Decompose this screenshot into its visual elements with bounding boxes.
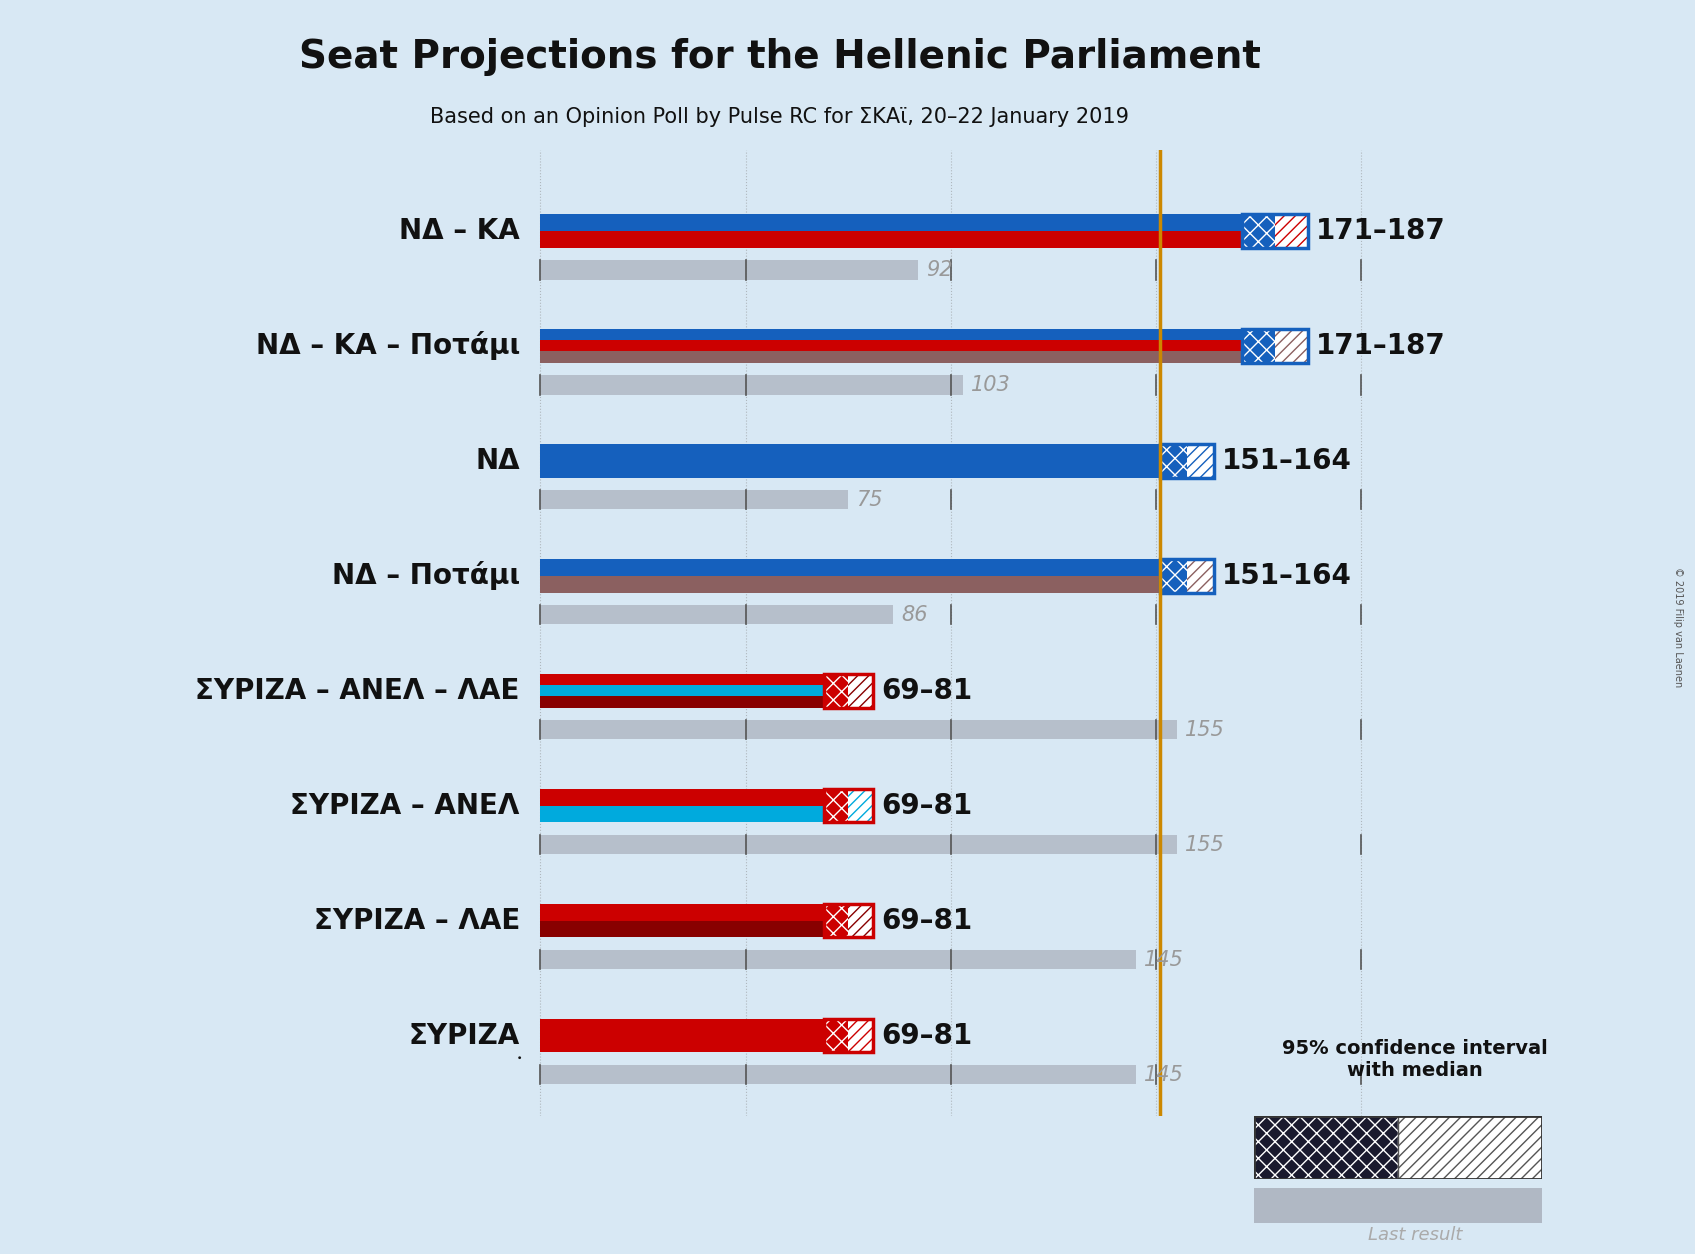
- Bar: [541, 351, 1275, 362]
- Text: 155: 155: [1185, 835, 1224, 855]
- Text: 103: 103: [971, 375, 1010, 395]
- Text: Last result: Last result: [1368, 1226, 1463, 1244]
- Bar: [541, 685, 848, 696]
- Bar: [541, 904, 848, 920]
- Bar: [848, 904, 873, 938]
- Bar: [1242, 214, 1309, 248]
- Text: ΣΥΡΙΖΑ: ΣΥΡΙΖΑ: [408, 1022, 520, 1050]
- Text: ΣΥΡΙΖΑ – ΑΝΕΛ – ΛΑΕ: ΣΥΡΙΖΑ – ΑΝΕΛ – ΛΑΕ: [195, 677, 520, 705]
- Bar: [824, 904, 848, 938]
- Bar: [541, 696, 848, 707]
- Bar: [1159, 444, 1214, 478]
- Text: Seat Projections for the Hellenic Parliament: Seat Projections for the Hellenic Parlia…: [298, 38, 1261, 75]
- Bar: [541, 329, 1275, 340]
- Bar: [1242, 329, 1275, 362]
- Bar: [1186, 559, 1214, 593]
- Bar: [1159, 559, 1214, 593]
- Bar: [541, 444, 1185, 478]
- Bar: [541, 1065, 1136, 1085]
- Bar: [541, 1018, 848, 1052]
- Bar: [541, 789, 848, 806]
- Bar: [541, 806, 848, 823]
- Text: ΝΔ – Ποτάμι: ΝΔ – Ποτάμι: [332, 562, 520, 591]
- Bar: [1186, 444, 1214, 478]
- Bar: [541, 490, 848, 509]
- Bar: [541, 559, 1185, 576]
- Bar: [824, 789, 848, 823]
- Text: ΝΔ – ΚΑ – Ποτάμι: ΝΔ – ΚΑ – Ποτάμι: [256, 331, 520, 360]
- Bar: [848, 673, 873, 707]
- Bar: [824, 1018, 848, 1052]
- Bar: [848, 789, 873, 823]
- Bar: [541, 835, 1176, 854]
- Text: ΝΔ: ΝΔ: [475, 446, 520, 475]
- Bar: [824, 1018, 873, 1052]
- Text: 92: 92: [925, 260, 953, 280]
- Bar: [541, 673, 848, 685]
- Bar: [1254, 1116, 1398, 1179]
- Bar: [541, 214, 1275, 231]
- Text: 69–81: 69–81: [881, 677, 973, 705]
- Bar: [541, 720, 1176, 740]
- Text: ΣΥΡΙΖΑ – ΑΝΕΛ: ΣΥΡΙΖΑ – ΑΝΕΛ: [290, 791, 520, 820]
- Text: © 2019 Filip van Laenen: © 2019 Filip van Laenen: [1673, 567, 1683, 687]
- Text: 86: 86: [902, 604, 929, 624]
- Bar: [541, 576, 1185, 593]
- Bar: [541, 604, 893, 624]
- Text: 145: 145: [1144, 1065, 1183, 1085]
- Bar: [541, 260, 919, 280]
- Bar: [824, 673, 873, 707]
- Bar: [541, 340, 1275, 351]
- Bar: [824, 789, 873, 823]
- Text: 155: 155: [1185, 720, 1224, 740]
- Text: 95% confidence interval
with median: 95% confidence interval with median: [1283, 1040, 1548, 1080]
- Text: Based on an Opinion Poll by Pulse RC for ΣΚΑϊ, 20–22 January 2019: Based on an Opinion Poll by Pulse RC for…: [431, 107, 1129, 127]
- Bar: [1242, 214, 1275, 248]
- Text: 69–81: 69–81: [881, 907, 973, 934]
- Text: 151–164: 151–164: [1222, 562, 1351, 589]
- Text: 145: 145: [1144, 949, 1183, 969]
- Bar: [1159, 559, 1186, 593]
- Text: 171–187: 171–187: [1315, 332, 1446, 360]
- Text: 151–164: 151–164: [1222, 446, 1351, 475]
- Bar: [1242, 329, 1309, 362]
- Text: 69–81: 69–81: [881, 791, 973, 820]
- Bar: [541, 920, 848, 938]
- Bar: [541, 375, 963, 395]
- Bar: [824, 904, 873, 938]
- Text: 75: 75: [856, 490, 883, 510]
- Text: ΣΥΡΙΖΑ – ΛΑΕ: ΣΥΡΙΖΑ – ΛΑΕ: [314, 907, 520, 934]
- Bar: [1275, 329, 1309, 362]
- Bar: [541, 231, 1275, 248]
- Text: ΝΔ – ΚΑ: ΝΔ – ΚΑ: [398, 217, 520, 245]
- Bar: [541, 949, 1136, 969]
- Bar: [1159, 444, 1186, 478]
- Bar: [1275, 214, 1309, 248]
- Text: 69–81: 69–81: [881, 1022, 973, 1050]
- Bar: [1398, 1116, 1542, 1179]
- Text: 171–187: 171–187: [1315, 217, 1446, 245]
- Bar: [848, 1018, 873, 1052]
- Bar: [824, 673, 848, 707]
